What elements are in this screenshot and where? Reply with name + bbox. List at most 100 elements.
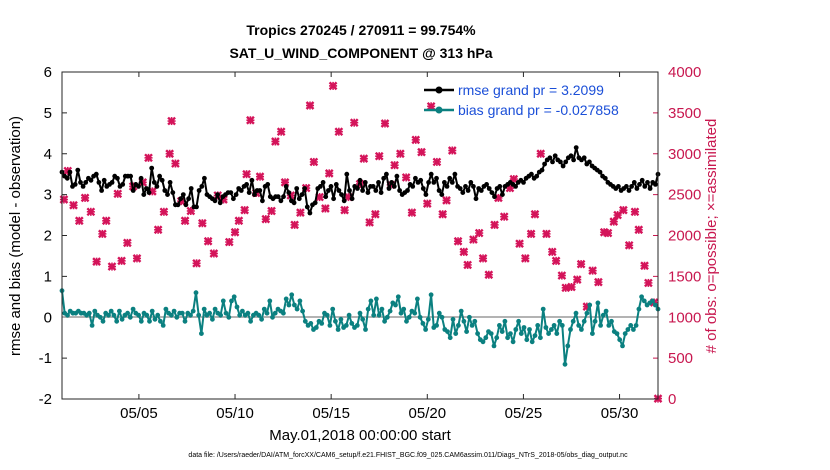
rmse-point <box>130 188 136 193</box>
bias-point <box>158 318 163 324</box>
bias-point <box>609 318 614 324</box>
bias-point <box>554 331 560 336</box>
bias-point <box>343 323 349 328</box>
bias-point <box>160 323 166 328</box>
x-axis-ticks: 05/05 05/10 05/15 05/20 05/25 05/30 <box>120 72 638 422</box>
rmse-point <box>183 202 189 208</box>
assimilated-marker <box>167 116 176 126</box>
bias-point <box>535 323 541 328</box>
rmse-point <box>439 192 445 198</box>
assimilated-marker <box>59 195 69 204</box>
bias-point <box>234 304 240 310</box>
bias-point <box>346 312 352 318</box>
bias-point <box>114 318 120 324</box>
assimilated-marker <box>117 256 126 266</box>
bias-point <box>384 314 390 320</box>
rmse-point <box>386 186 392 191</box>
rmse-point <box>452 171 458 177</box>
legend: rmse grand pr = 3.2099 bias grand pr = -… <box>424 82 619 118</box>
bias-point <box>540 306 546 312</box>
assimilated-marker <box>74 216 84 226</box>
rmse-point <box>339 192 344 198</box>
rmse-point <box>136 184 141 189</box>
assimilated-marker <box>113 189 123 199</box>
rmse-point <box>558 159 563 165</box>
bias-point <box>622 331 628 336</box>
bias-point <box>226 314 232 320</box>
rmse-point <box>547 155 553 161</box>
rmse-point <box>497 184 503 189</box>
bias-point <box>119 316 125 322</box>
assimilated-marker <box>255 172 265 181</box>
bias-point <box>398 310 404 316</box>
bias-point <box>559 323 565 328</box>
bias-point <box>182 318 188 324</box>
assimilated-marker <box>411 135 421 145</box>
rmse-point <box>144 186 149 191</box>
rmse-point <box>78 180 83 185</box>
rmse-point <box>465 188 471 193</box>
rmse-point <box>384 171 389 177</box>
data-file-footnote: data file: /Users/raeder/DAI/ATM_forcXX/… <box>188 452 628 459</box>
bias-point <box>587 302 593 308</box>
rmse-point <box>109 180 115 185</box>
rmse-point <box>410 184 416 189</box>
rmse-point <box>165 192 170 198</box>
bias-point <box>581 318 587 324</box>
rmse-point <box>637 182 642 187</box>
bias-point <box>264 310 270 316</box>
legend-rmse-label: rmse grand pr = 3.2099 <box>458 82 604 98</box>
assimilated-marker <box>159 207 169 217</box>
assimilated-marker <box>165 149 175 159</box>
y-tick-label-left: 4 <box>44 146 52 163</box>
rmse-point <box>101 177 107 183</box>
bias-point <box>532 333 538 338</box>
rmse-point <box>128 173 134 179</box>
rmse-point <box>331 196 336 202</box>
bias-point <box>171 308 177 314</box>
bias-point <box>636 306 642 312</box>
bias-point <box>245 310 251 316</box>
assimilated-marker <box>520 254 530 263</box>
rmse-point <box>149 165 155 171</box>
rmse-point <box>215 192 221 198</box>
rmse-point <box>83 180 89 185</box>
rmse-point <box>378 190 384 196</box>
chart-subtitle: SAT_U_WIND_COMPONENT @ 313 hPa <box>229 45 492 61</box>
rmse-point <box>376 180 381 185</box>
bias-point <box>551 323 557 328</box>
bias-point <box>524 337 530 343</box>
assimilated-marker <box>567 282 576 292</box>
rmse-point <box>571 157 576 163</box>
bias-point <box>516 318 521 324</box>
assimilated-marker <box>328 81 338 91</box>
bias-point <box>349 321 355 326</box>
rmse-point <box>151 180 157 185</box>
bias-point <box>633 323 639 328</box>
assimilated-marker <box>572 275 582 284</box>
rmse-point <box>373 188 379 193</box>
y-tick-label-left: 1 <box>44 268 52 285</box>
bias-point <box>475 331 480 336</box>
assimilated-marker <box>551 256 561 266</box>
y-tick-label-left: 0 <box>44 309 52 326</box>
assimilated-marker <box>530 209 540 219</box>
bias-point <box>538 335 543 341</box>
rmse-point <box>478 188 484 193</box>
bias-point <box>212 306 218 312</box>
rmse-point <box>252 192 257 198</box>
assimilated-marker <box>230 227 240 237</box>
bias-point <box>259 316 264 322</box>
rmse-point <box>597 169 603 175</box>
bias-point <box>510 339 516 345</box>
assimilated-marker <box>334 127 344 137</box>
bias-point <box>327 323 333 328</box>
assimilated-marker <box>515 239 524 249</box>
rmse-point <box>473 196 479 202</box>
rmse-point <box>180 192 186 198</box>
rmse-point <box>347 188 352 193</box>
bias-point <box>111 312 117 318</box>
rmse-point <box>418 177 424 183</box>
bias-point <box>144 312 150 318</box>
assimilated-marker <box>132 254 142 263</box>
